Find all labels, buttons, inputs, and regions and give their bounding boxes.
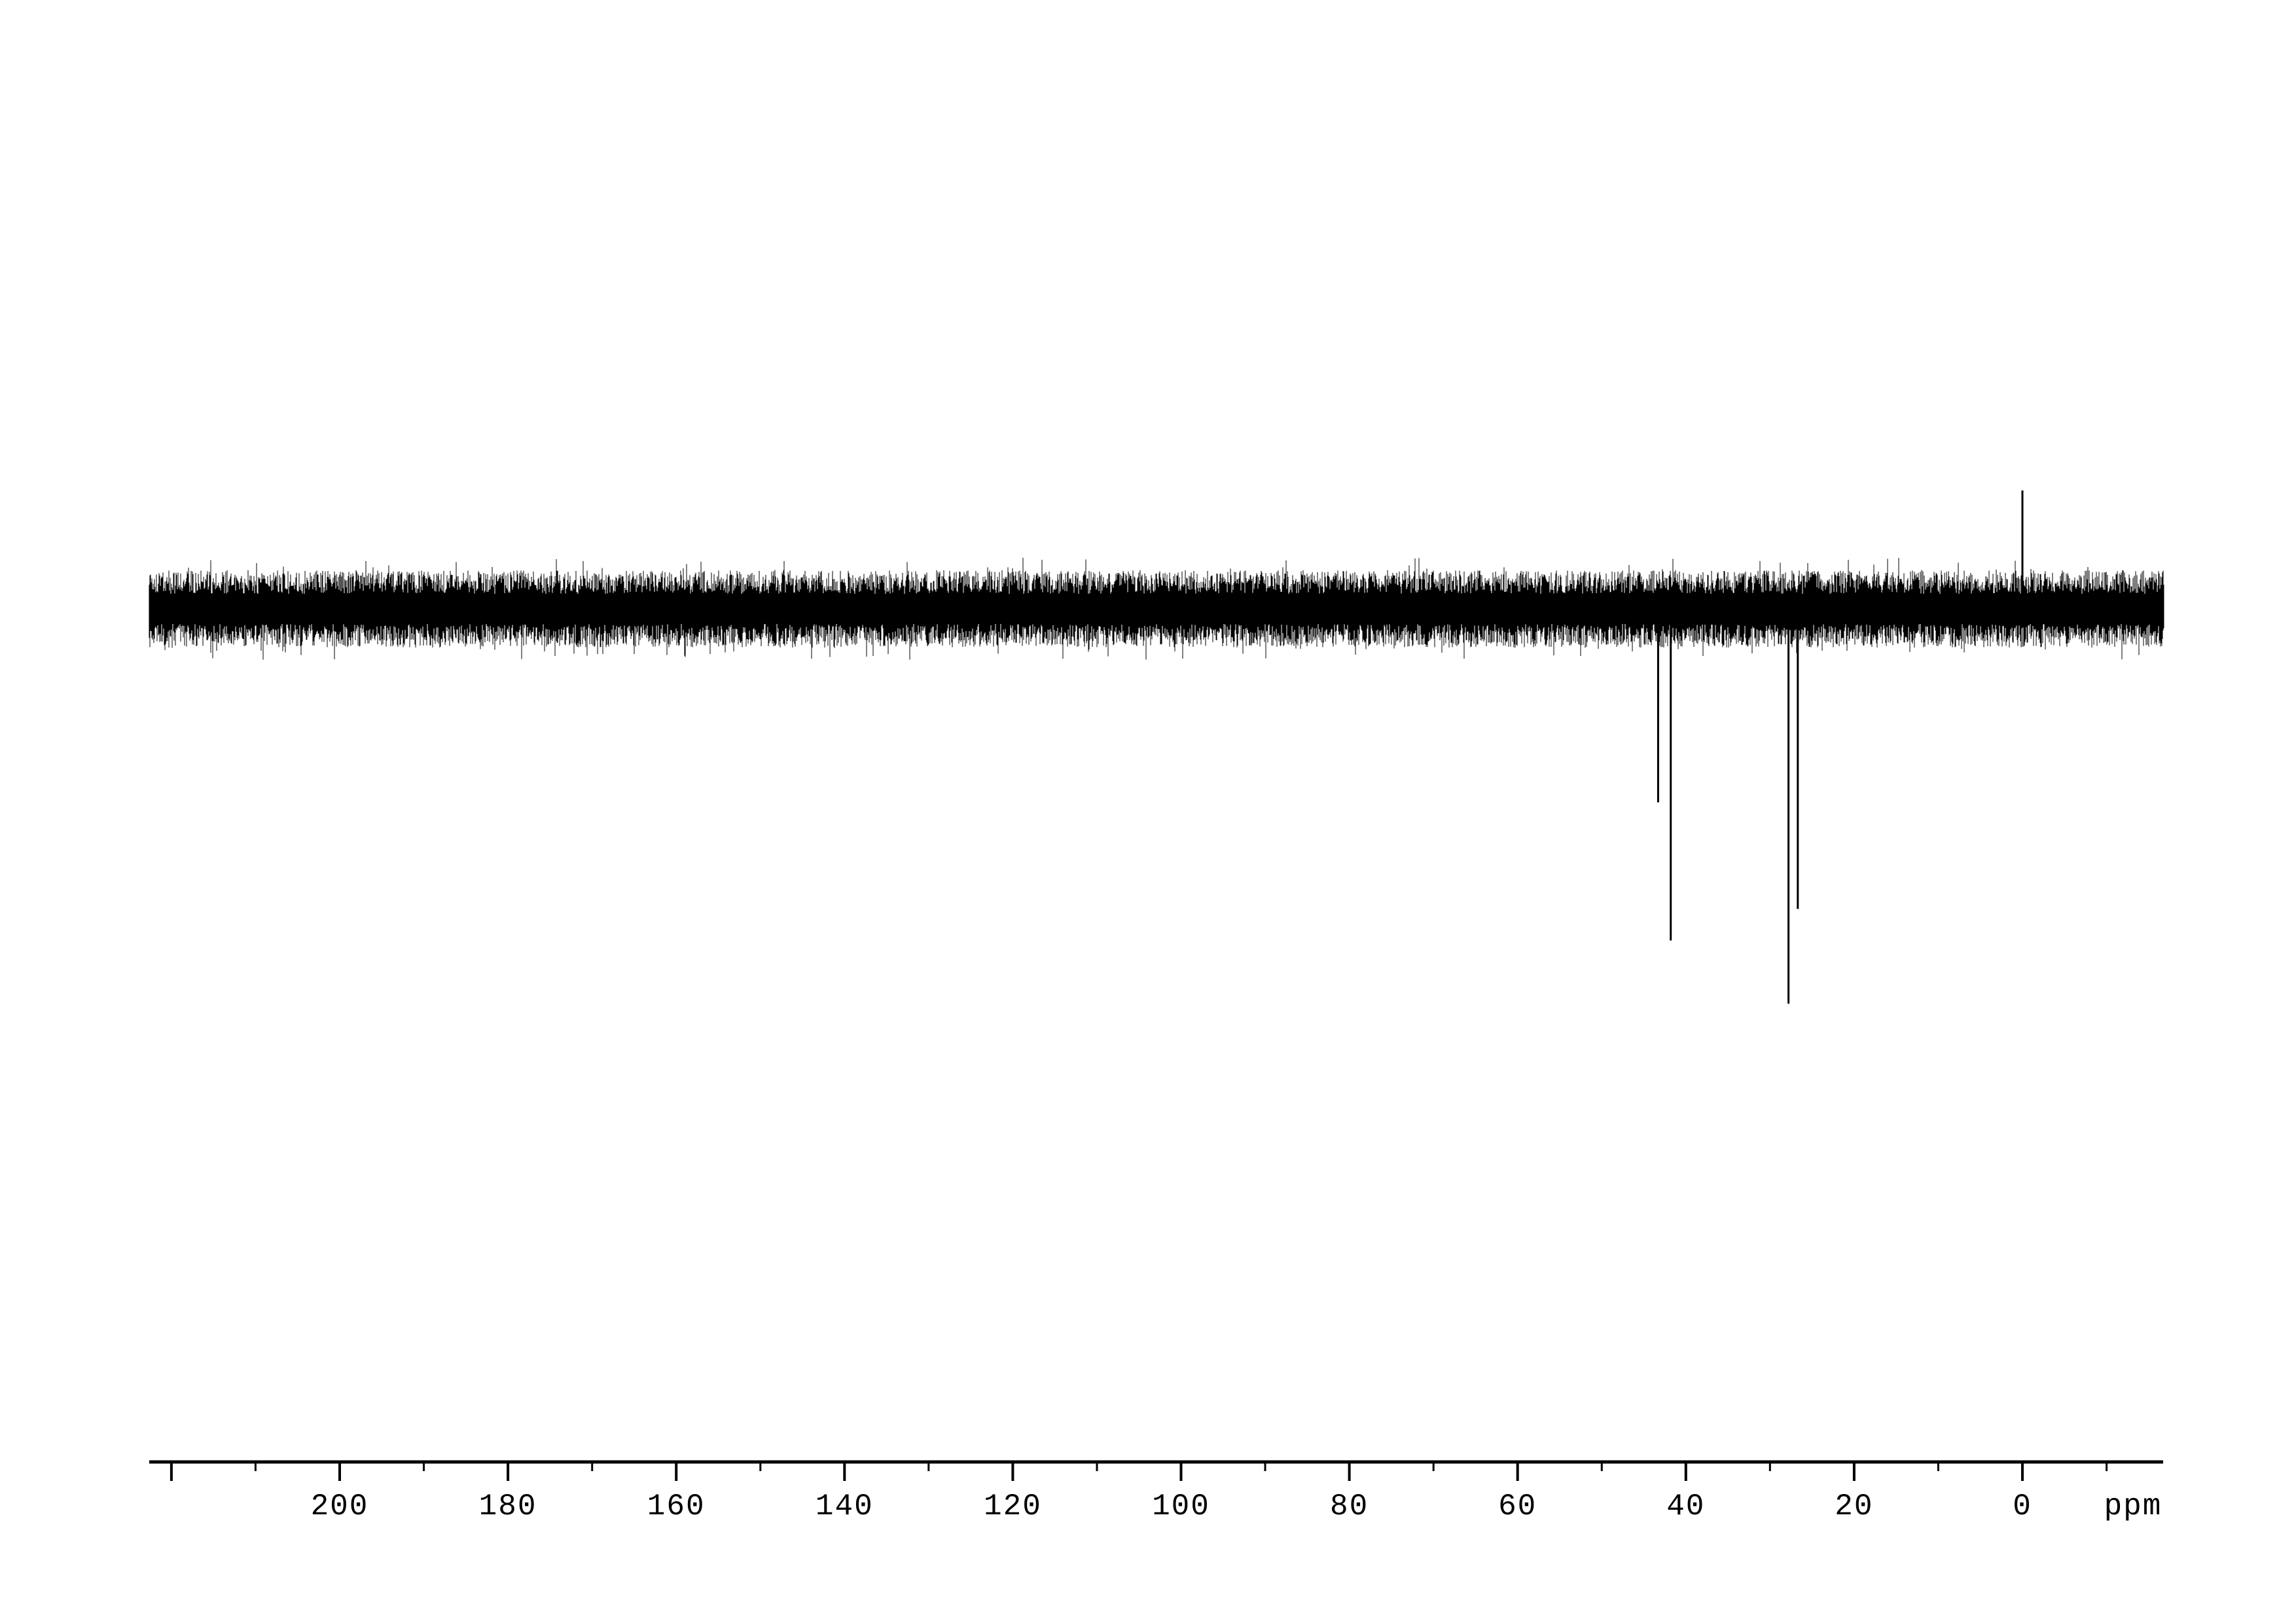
spectrum-peaks — [1657, 490, 2024, 1004]
x-axis-unit-label: ppm — [2104, 1489, 2162, 1523]
x-tick-label: 60 — [1498, 1489, 1537, 1523]
x-tick-label: 200 — [311, 1489, 369, 1523]
x-tick-label: 80 — [1330, 1489, 1369, 1523]
x-tick-label: 120 — [984, 1489, 1042, 1523]
x-tick-label: 180 — [479, 1489, 537, 1523]
spectrum-noise-trace — [149, 558, 2164, 660]
spectrum-trace-layer — [149, 558, 2164, 660]
x-tick-label: 40 — [1666, 1489, 1705, 1523]
x-tick-label: 0 — [2013, 1489, 2032, 1523]
x-tick-label: 100 — [1152, 1489, 1210, 1523]
x-tick-label: 160 — [647, 1489, 706, 1523]
x-axis-ticks — [170, 1461, 2108, 1481]
spectrum-peak-layer — [1657, 490, 2024, 1004]
x-tick-label: 140 — [816, 1489, 874, 1523]
x-tick-label: 20 — [1835, 1489, 1873, 1523]
x-axis-tick-labels: 200 180 160 140 120 100 80 60 40 20 0 — [311, 1489, 2032, 1523]
